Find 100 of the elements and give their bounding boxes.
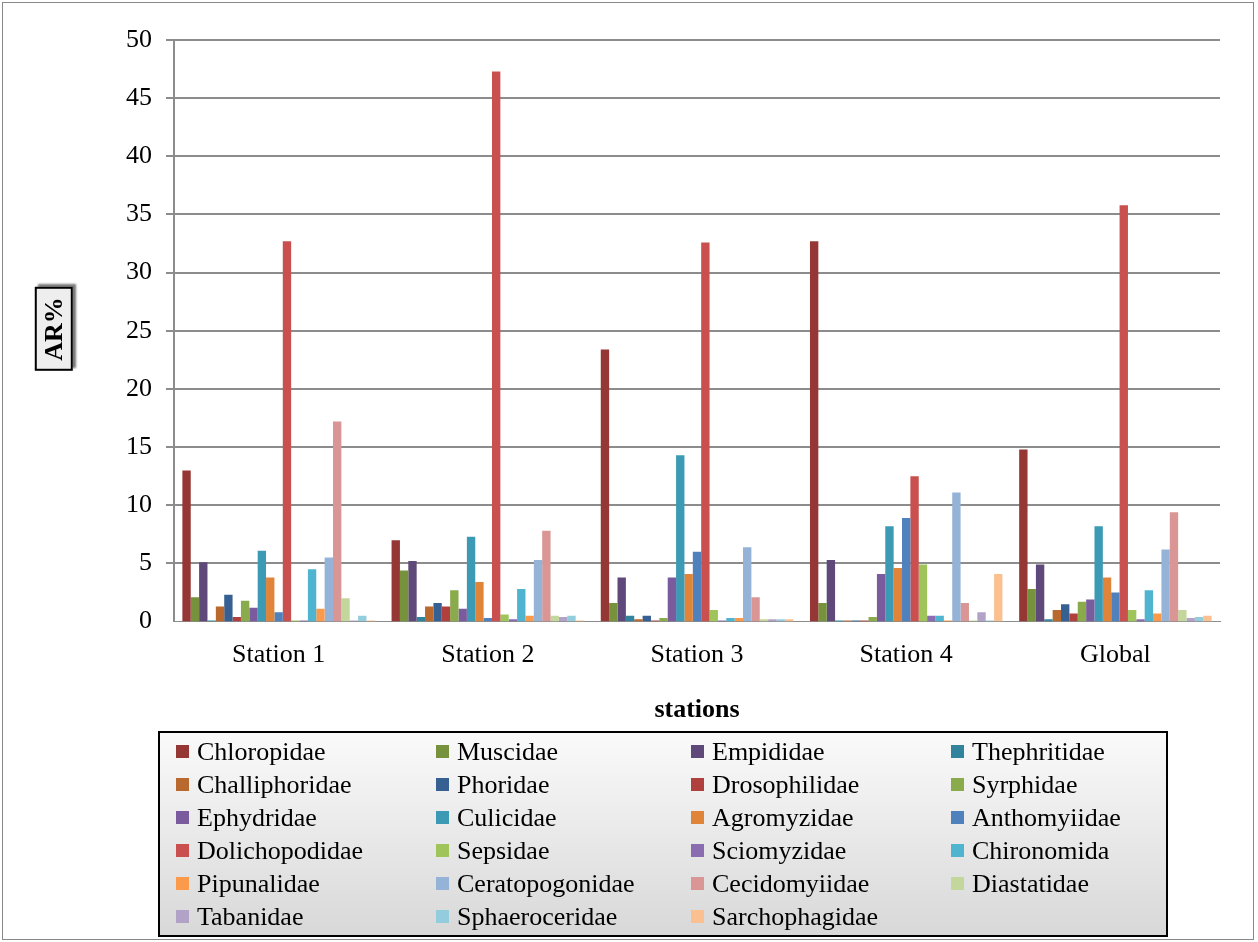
bar	[1111, 592, 1120, 622]
bar	[709, 609, 718, 622]
legend-label: Tabanidae	[197, 901, 304, 933]
bar	[1102, 577, 1112, 622]
bar	[567, 615, 576, 622]
bar	[751, 597, 760, 622]
legend-label: Challiphoridae	[197, 769, 352, 801]
bar	[600, 349, 610, 622]
legend-label: Syrphidae	[972, 769, 1078, 801]
bar	[1027, 589, 1036, 622]
y-tick-label: 10	[126, 489, 152, 519]
legend-label: Culicidae	[457, 802, 557, 834]
bar	[818, 602, 827, 622]
bar	[282, 241, 292, 622]
legend-label: Anthomyiidae	[972, 802, 1121, 834]
legend-label: Sphaeroceridae	[457, 901, 618, 933]
y-tick-label: 25	[126, 314, 152, 344]
y-tick-label: 50	[126, 23, 152, 53]
x-axis-title: stations	[654, 694, 740, 724]
legend-label: Muscidae	[457, 736, 559, 768]
bar	[307, 569, 317, 622]
bar	[341, 598, 350, 622]
legend-label: Sarchophagidae	[712, 901, 879, 933]
legend-label: Chironomida	[972, 835, 1110, 867]
y-tick-label: 40	[126, 140, 152, 170]
bar	[876, 573, 886, 622]
legend-label: Drosophilidae	[712, 769, 860, 801]
bar	[1094, 526, 1103, 622]
y-tick-label: 15	[126, 430, 152, 460]
bar	[1203, 615, 1212, 622]
y-tick-label: 30	[126, 256, 152, 286]
bar	[182, 470, 191, 622]
legend-label: Ephydridae	[197, 802, 317, 834]
bar	[684, 573, 693, 622]
bar	[1144, 590, 1154, 622]
bar	[994, 573, 1003, 622]
bar	[458, 608, 467, 622]
bar	[977, 612, 986, 622]
bar	[408, 561, 417, 622]
legend-label: Empididae	[712, 736, 825, 768]
bar	[332, 421, 342, 622]
bar	[809, 241, 819, 622]
bar	[199, 562, 208, 622]
bar	[249, 607, 258, 622]
bar	[1044, 619, 1053, 622]
bar	[1035, 564, 1045, 622]
bar	[1178, 609, 1187, 622]
x-tick-label: Station 1	[232, 639, 326, 669]
y-tick-label: 0	[139, 605, 152, 635]
bar	[1136, 619, 1145, 622]
bar	[517, 589, 526, 622]
bar	[893, 568, 903, 622]
legend-label: Ceratopogonidae	[457, 868, 635, 900]
y-tick-label: 45	[126, 81, 152, 111]
bar	[918, 564, 928, 622]
bar	[391, 540, 400, 622]
bar	[266, 577, 275, 622]
legend-label: Agromyzidae	[712, 802, 854, 834]
bar	[316, 608, 325, 622]
bar	[960, 602, 969, 622]
bar	[475, 582, 484, 622]
bar	[441, 606, 451, 622]
bar	[885, 526, 894, 622]
bar	[609, 602, 618, 622]
bar	[542, 530, 551, 622]
legend-label: Phoridae	[457, 769, 550, 801]
legend-label: Thephritidae	[972, 736, 1105, 768]
legend-label: Pipunalidae	[197, 868, 320, 900]
x-tick-label: Global	[1080, 639, 1151, 669]
bar	[433, 602, 442, 622]
bar	[533, 559, 543, 622]
x-tick-label: Station 4	[859, 639, 953, 669]
y-tick-label: 5	[139, 547, 152, 577]
bar	[910, 476, 919, 622]
bar	[1119, 205, 1128, 622]
bar	[676, 455, 685, 622]
bar	[617, 577, 626, 622]
bar	[324, 557, 333, 622]
bar	[701, 242, 710, 622]
bar	[1061, 604, 1070, 622]
bar	[726, 618, 735, 622]
bar	[634, 619, 643, 622]
bar	[500, 614, 509, 622]
y-tick-label: 20	[126, 372, 152, 402]
legend-label: Cecidomyiidae	[712, 868, 870, 900]
legend-label: Diastatidae	[972, 868, 1089, 900]
bar	[952, 492, 961, 622]
bar	[190, 597, 200, 622]
bar	[935, 615, 944, 622]
bar	[1019, 449, 1028, 622]
y-axis-title: AR%	[34, 287, 73, 371]
bar	[1153, 613, 1162, 622]
bar	[1169, 512, 1179, 622]
legend-label: Chloropidae	[197, 736, 326, 768]
bar	[659, 618, 668, 622]
x-tick-label: Station 3	[650, 639, 744, 669]
bar	[776, 619, 785, 622]
bar	[1077, 601, 1087, 622]
x-tick-label: Station 2	[441, 639, 535, 669]
bar	[1052, 609, 1062, 622]
